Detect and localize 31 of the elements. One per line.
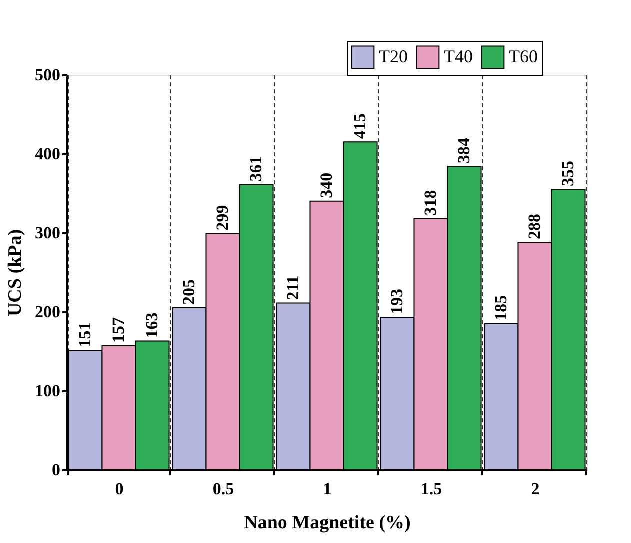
data-label: 193 [387,289,406,315]
y-tick-label: 200 [35,302,60,322]
data-label: 415 [350,114,370,140]
data-label: 205 [179,280,198,306]
data-label: 157 [109,316,128,343]
data-label: 151 [75,322,94,348]
x-tick-label: 1 [323,480,332,498]
x-axis-title: Nano Magnetite (%) [244,512,411,534]
legend-label: T60 [509,46,538,66]
legend-label: T20 [379,46,408,66]
y-tick-label: 500 [35,66,60,84]
x-tick-label: 2 [531,480,540,498]
data-label: 361 [246,156,266,182]
y-tick-label: 100 [35,382,60,400]
legend-label: T40 [444,46,473,66]
data-label: 384 [454,138,474,164]
x-tick-label: 1.5 [420,480,442,498]
y-axis-title: UCS (kPa) [5,229,26,317]
data-label: 340 [317,172,336,198]
y-tick-label: 0 [52,460,60,480]
data-label: 163 [142,312,162,338]
data-label: 318 [421,190,440,216]
data-label: 299 [213,205,232,231]
y-tick-label: 300 [35,224,60,242]
data-label: 185 [491,295,510,321]
data-label: 288 [525,214,544,240]
x-tick-label: 0.5 [212,480,234,498]
data-label: 211 [283,276,302,300]
y-tick-label: 400 [35,144,60,164]
x-tick-label: 0 [115,480,124,498]
data-label: 355 [558,161,578,187]
